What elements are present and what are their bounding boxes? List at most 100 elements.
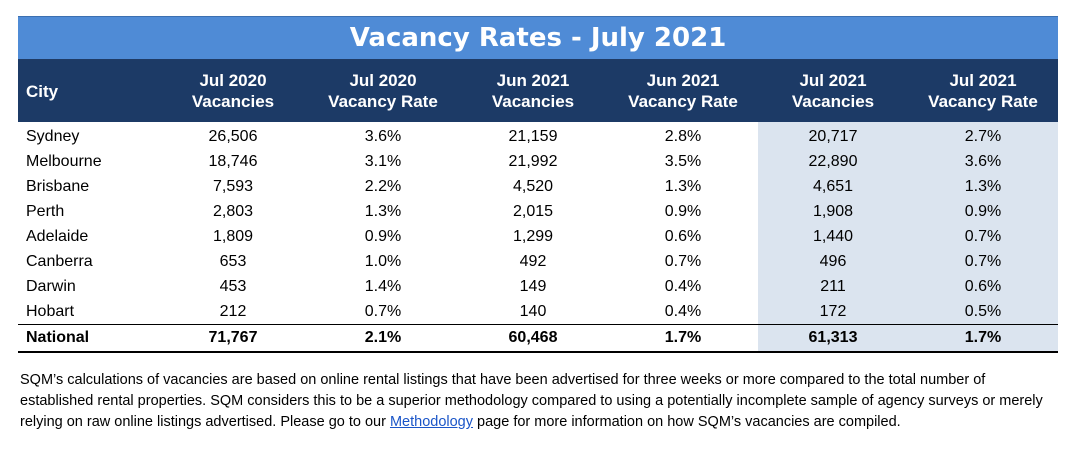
value-cell: 0.7%	[364, 302, 402, 320]
value-cell: 60,468	[458, 324, 608, 353]
note-text-end: page for more information on how SQM’s v…	[473, 414, 901, 430]
column-header-line1: Jul 2021	[949, 71, 1017, 90]
column-header: Jun 2021 Vacancies	[458, 60, 608, 122]
national-row: National 71,767 2.1% 60,468 1.7% 61,313 1.7%	[18, 324, 1058, 353]
value-cell: 492	[519, 252, 547, 270]
value-cell: 211	[758, 274, 908, 299]
column-header-line1: Jun 2021	[646, 71, 720, 90]
value-cell: 2,803	[212, 202, 254, 220]
column-header-line1: Jul 2020	[199, 71, 267, 90]
value-cell: 21,992	[508, 152, 558, 170]
table-row: Hobart 212 0.7% 140 0.4% 172 0.5%	[18, 299, 1058, 325]
value-cell: 2.7%	[908, 122, 1058, 149]
value-cell: 0.6%	[664, 227, 702, 245]
column-header: Jul 2021 Vacancy Rate	[908, 60, 1058, 122]
table-row: Brisbane 7,593 2.2% 4,520 1.3% 4,651 1.3%	[18, 174, 1058, 199]
vacancy-table: City Jul 2020 Vacancies Jul 2020 Vacancy Rat…	[18, 60, 1058, 353]
column-header-line2: Vacancy Rate	[928, 92, 1038, 111]
column-header: Jul 2020 Vacancies	[158, 60, 308, 122]
value-cell: 71,767	[158, 324, 308, 353]
value-cell: 3.5%	[664, 152, 702, 170]
city-cell: National	[18, 324, 158, 353]
table-row: Canberra 653 1.0% 492 0.7% 496 0.7%	[18, 249, 1058, 274]
value-cell: 3.6%	[364, 127, 402, 145]
value-cell: 1.3%	[664, 177, 702, 195]
column-header-line1: City	[26, 81, 59, 101]
column-header-line2: Vacancy Rate	[328, 92, 438, 111]
vacancy-table-panel: Vacancy Rates - July 2021 City Jul 2020 Va…	[18, 16, 1058, 353]
value-cell: 453	[219, 277, 247, 295]
column-header-line1: Jul 2020	[349, 71, 417, 90]
column-header-line2: Vacancies	[491, 92, 575, 111]
value-cell: 496	[758, 249, 908, 274]
column-header: Jul 2020 Vacancy Rate	[308, 60, 458, 122]
column-header-line2: Vacancies	[791, 92, 875, 111]
value-cell: 61,313	[758, 324, 908, 353]
table-row: Adelaide 1,809 0.9% 1,299 0.6% 1,440 0.7%	[18, 224, 1058, 249]
value-cell: 1.7%	[908, 324, 1058, 353]
value-cell: 21,159	[508, 127, 558, 145]
value-cell: 0.4%	[664, 277, 702, 295]
value-cell: 172	[758, 299, 908, 325]
column-header: Jul 2021 Vacancies	[758, 60, 908, 122]
value-cell: 140	[519, 302, 547, 320]
note-text: SQM’s calculations of vacancies are base…	[20, 372, 1043, 430]
value-cell: 0.4%	[664, 302, 702, 320]
table-title: Vacancy Rates - July 2021	[18, 16, 1058, 60]
value-cell: 0.9%	[664, 202, 702, 220]
value-cell: 0.7%	[908, 249, 1058, 274]
city-cell: Hobart	[26, 302, 75, 320]
value-cell: 7,593	[212, 177, 254, 195]
city-cell: Canberra	[26, 252, 93, 270]
value-cell: 2.8%	[664, 127, 702, 145]
city-cell: Darwin	[26, 277, 76, 295]
value-cell: 0.9%	[908, 199, 1058, 224]
value-cell: 26,506	[208, 127, 258, 145]
table-row: Melbourne 18,746 3.1% 21,992 3.5% 22,890 3.6%	[18, 149, 1058, 174]
value-cell: 0.9%	[364, 227, 402, 245]
column-header: Jun 2021 Vacancy Rate	[608, 60, 758, 122]
value-cell: 0.6%	[908, 274, 1058, 299]
value-cell: 0.5%	[908, 299, 1058, 325]
value-cell: 0.7%	[664, 252, 702, 270]
value-cell: 3.6%	[908, 149, 1058, 174]
methodology-note: SQM’s calculations of vacancies are base…	[20, 370, 1060, 433]
table-row: Darwin 453 1.4% 149 0.4% 211 0.6%	[18, 274, 1058, 299]
header-row: City Jul 2020 Vacancies Jul 2020 Vacancy Rat…	[18, 60, 1058, 122]
city-cell: Sydney	[26, 127, 80, 145]
value-cell: 2.1%	[308, 324, 458, 353]
city-cell: Melbourne	[26, 152, 102, 170]
city-cell: Perth	[26, 202, 65, 220]
value-cell: 1,299	[512, 227, 554, 245]
column-header-line1: Jun 2021	[496, 71, 570, 90]
column-header-line2: Vacancies	[191, 92, 275, 111]
value-cell: 0.7%	[908, 224, 1058, 249]
value-cell: 3.1%	[364, 152, 402, 170]
table-row: Sydney 26,506 3.6% 21,159 2.8% 20,717 2.7%	[18, 122, 1058, 149]
value-cell: 1,908	[758, 199, 908, 224]
value-cell: 4,520	[512, 177, 554, 195]
value-cell: 22,890	[758, 149, 908, 174]
value-cell: 20,717	[758, 122, 908, 149]
column-header-city: City	[18, 60, 158, 122]
table-row: Perth 2,803 1.3% 2,015 0.9% 1,908 0.9%	[18, 199, 1058, 224]
value-cell: 212	[219, 302, 247, 320]
city-cell: Adelaide	[26, 227, 89, 245]
column-header-line1: Jul 2021	[799, 71, 867, 90]
table-body: Sydney 26,506 3.6% 21,159 2.8% 20,717 2.7% Melb…	[18, 122, 1058, 353]
value-cell: 1.0%	[364, 252, 402, 270]
value-cell: 1.3%	[364, 202, 402, 220]
value-cell: 653	[219, 252, 247, 270]
column-header-line2: Vacancy Rate	[628, 92, 738, 111]
methodology-link[interactable]: Methodology	[389, 414, 473, 430]
value-cell: 2.2%	[364, 177, 402, 195]
value-cell: 4,651	[758, 174, 908, 199]
value-cell: 1,809	[212, 227, 254, 245]
value-cell: 149	[519, 277, 547, 295]
value-cell: 1.4%	[364, 277, 402, 295]
value-cell: 1.3%	[908, 174, 1058, 199]
value-cell: 1,440	[758, 224, 908, 249]
value-cell: 18,746	[208, 152, 258, 170]
city-cell: Brisbane	[26, 177, 90, 195]
value-cell: 2,015	[512, 202, 554, 220]
